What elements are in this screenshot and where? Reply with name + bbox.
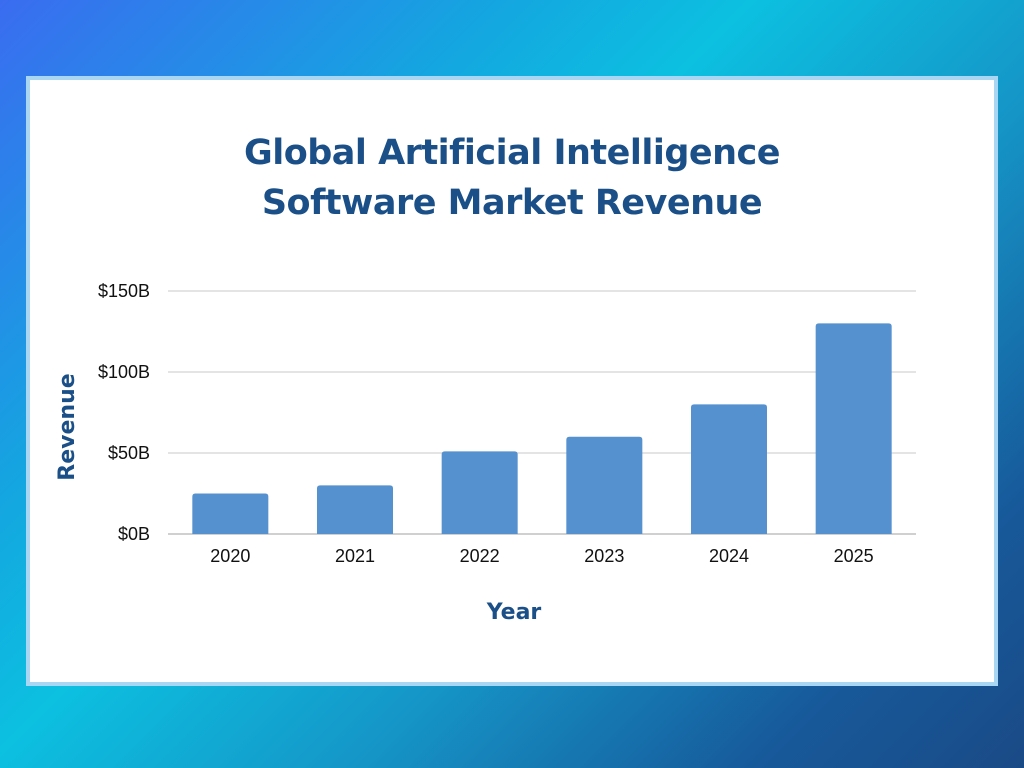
x-tick-label: 2025 xyxy=(834,546,874,566)
bar-2025 xyxy=(815,323,892,534)
gridlines xyxy=(168,290,916,535)
x-tick-label: 2022 xyxy=(460,546,500,566)
bar-2020 xyxy=(192,493,269,534)
bar-2023 xyxy=(566,436,643,534)
bar-2022 xyxy=(441,451,518,534)
x-tick-label: 2020 xyxy=(210,546,250,566)
x-axis-tick-labels: 2020 2021 2022 2023 2024 2025 xyxy=(210,546,873,566)
bar-chart: $0B$50B$100B$150B 2020 2021 2022 2023 2024 20… xyxy=(55,281,916,625)
y-tick-label: $100B xyxy=(98,362,150,382)
bar-2024 xyxy=(691,404,767,534)
chart-title-line-2: Software Market Revenue xyxy=(261,183,763,223)
y-tick-label: $150B xyxy=(98,281,150,301)
bar-2021 xyxy=(317,485,393,534)
y-tick-label: $0B xyxy=(118,524,150,544)
x-tick-label: 2024 xyxy=(709,546,749,566)
bars xyxy=(192,323,892,534)
x-tick-label: 2023 xyxy=(584,546,624,566)
y-axis-tick-labels: $0B $50B $100B $150B xyxy=(98,281,150,544)
y-axis-title: Revenue xyxy=(55,373,80,480)
chart-card: Global Artificial Intelligence Software … xyxy=(26,76,998,686)
chart-title-line-1: Global Artificial Intelligence xyxy=(243,133,781,173)
x-tick-label: 2021 xyxy=(335,546,375,566)
chart-title: Global Artificial Intelligence Software … xyxy=(30,128,994,228)
y-tick-label: $50B xyxy=(108,443,150,463)
x-axis-title: Year xyxy=(486,600,542,625)
